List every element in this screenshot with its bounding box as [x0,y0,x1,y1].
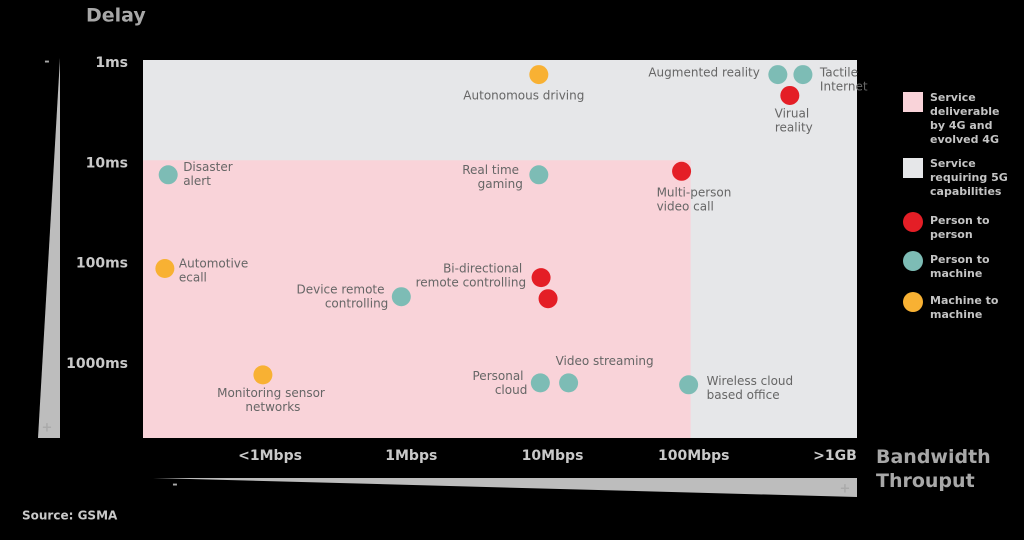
y-axis-end: - [44,55,49,70]
data-point [531,268,551,288]
data-point [253,365,273,385]
legend-label: Person to person [930,214,993,241]
data-point [672,161,692,181]
y-tick-label: 100ms [76,256,128,272]
legend-swatch [903,92,923,112]
data-point [679,375,699,395]
data-point [530,373,550,393]
y-tick-label: 10ms [86,155,128,171]
point-label: Personal cloud [473,368,528,396]
data-point [158,165,178,185]
x-axis-title: Bandwidth Throuput [876,446,997,492]
region [143,160,691,439]
point-label: Video streaming [556,353,654,367]
source: Source: GSMA [22,509,118,523]
legend-swatch [903,292,923,312]
data-point [538,289,558,309]
point-label: Device remote controlling [296,282,388,310]
x-axis-end: + [840,482,851,497]
point-label: Augmented reality [648,65,760,79]
x-tick-label: 10Mbps [522,448,584,464]
point-label: Wireless cloud based office [707,373,797,401]
legend-label: Service requiring 5G capabilities [930,157,1012,198]
data-point [793,65,813,85]
legend-label: Machine to machine [930,294,1002,321]
point-label: Tactile Internet [819,65,868,93]
point-label: Multi-person video call [657,185,736,213]
y-axis-title: Delay [86,5,146,27]
point-label: Real time gaming [462,162,523,190]
data-point [391,287,411,307]
data-point [529,165,549,185]
point-label: Disaster alert [183,159,236,187]
legend-swatch [903,212,923,232]
point-label: Virual reality [775,106,813,134]
legend-label: Person to machine [930,253,993,280]
x-tick-label: 100Mbps [658,448,730,464]
legend-label: Service deliverable by 4G and evolved 4G [930,91,1003,146]
point-label: Autonomous driving [463,88,584,102]
x-tick-label: 1Mbps [385,448,437,464]
point-label: Monitoring sensor networks [217,385,329,413]
y-axis-wedge [38,58,60,438]
data-point [780,85,800,105]
x-tick-label: >1GB [813,448,857,464]
data-point [559,373,579,393]
point-label: Automotive ecall [179,256,252,284]
data-point [529,65,549,85]
legend-swatch [903,158,923,178]
y-tick-label: 1000ms [66,356,128,372]
data-point [155,259,175,279]
y-tick-label: 1ms [95,55,128,71]
x-axis-end: - [172,478,177,493]
y-axis-end: + [42,421,53,436]
point-label: Bi-directional remote controlling [416,261,526,289]
legend-swatch [903,251,923,271]
data-point [768,65,788,85]
x-tick-label: <1Mbps [238,448,302,464]
x-axis-wedge [153,478,857,497]
